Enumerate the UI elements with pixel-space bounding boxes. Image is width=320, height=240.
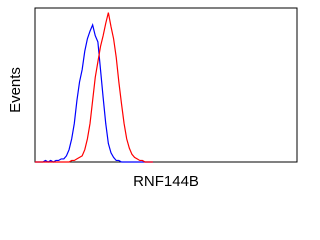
- plot-frame: [34, 7, 298, 163]
- series-line: [35, 23, 153, 163]
- x-axis-label: RNF144B: [133, 173, 199, 190]
- y-axis-label: Events: [7, 67, 24, 113]
- series-line: [35, 12, 153, 163]
- chart: RNF144B Events: [7, 7, 298, 190]
